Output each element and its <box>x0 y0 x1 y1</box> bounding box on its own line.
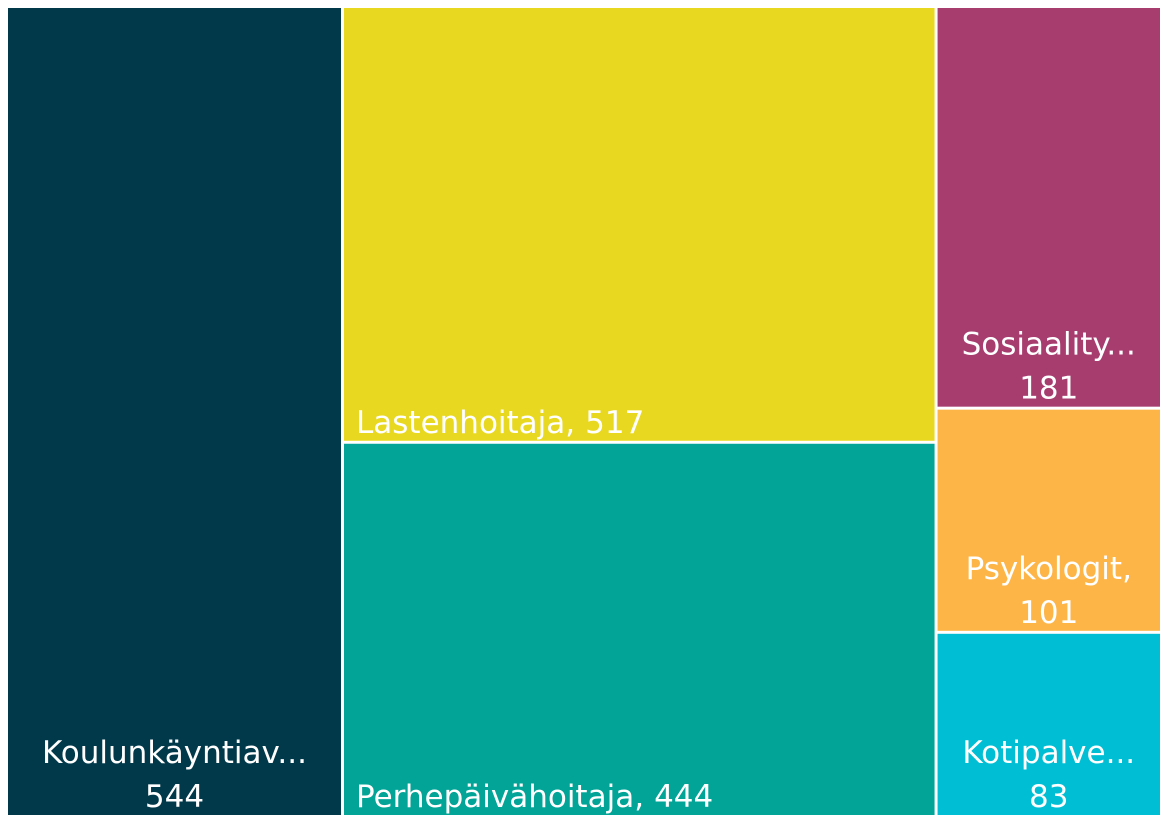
treemap-cell <box>344 8 935 441</box>
cell-value: 101 <box>1019 595 1078 631</box>
cell-label: Sosiaality... <box>962 327 1136 363</box>
cell-value: 444 <box>654 779 713 815</box>
cell-label: Psykologit, <box>966 551 1132 587</box>
treemap-cell <box>344 443 935 815</box>
cell-label: Koulunkäyntiav... <box>42 735 307 771</box>
cell-label: Kotipalve... <box>962 735 1135 771</box>
cell-value: 544 <box>145 779 204 815</box>
cell-value: 83 <box>1029 779 1068 815</box>
cell-label: Perhepäivähoitaja, <box>356 779 644 815</box>
treemap-cell <box>8 8 341 815</box>
treemap-cell <box>937 409 1160 631</box>
treemap-cell <box>937 633 1160 815</box>
cell-value: 181 <box>1019 371 1078 407</box>
cell-value: 517 <box>585 405 644 441</box>
cell-label: Lastenhoitaja, <box>356 405 575 441</box>
treemap-cell <box>937 8 1160 407</box>
